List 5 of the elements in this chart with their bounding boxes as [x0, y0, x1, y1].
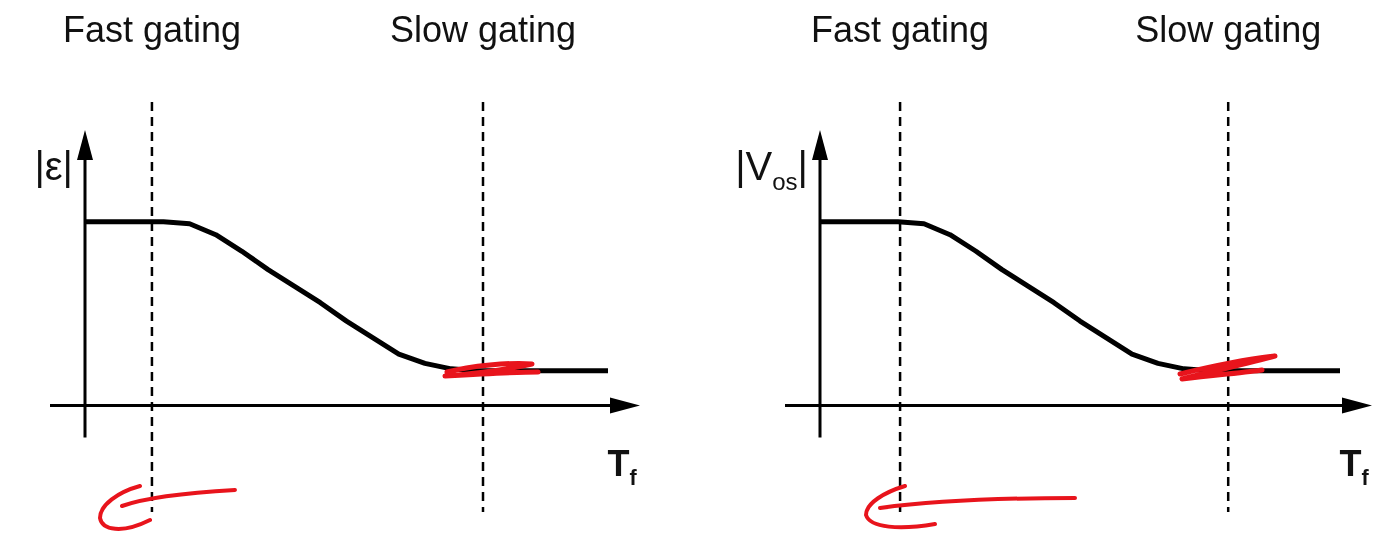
text: Fast gating: [62, 9, 241, 50]
y-axis-title: |ε|: [34, 144, 74, 188]
text: Slow gating: [1135, 9, 1322, 50]
text: Fast gating: [811, 9, 990, 50]
text: Slow gating: [389, 9, 577, 50]
